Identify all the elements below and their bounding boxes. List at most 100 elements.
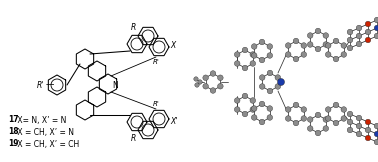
Text: R: R <box>130 23 136 32</box>
Text: X= N, X’ = N: X= N, X’ = N <box>15 116 67 125</box>
Circle shape <box>333 102 339 108</box>
Circle shape <box>365 21 371 27</box>
Circle shape <box>307 42 313 47</box>
Circle shape <box>315 28 321 34</box>
Circle shape <box>341 52 347 57</box>
Circle shape <box>242 65 248 71</box>
Text: R': R' <box>37 81 44 89</box>
Circle shape <box>285 116 291 121</box>
Circle shape <box>218 83 223 89</box>
Circle shape <box>365 135 371 141</box>
Circle shape <box>250 107 256 112</box>
Circle shape <box>195 83 199 87</box>
Circle shape <box>374 25 378 31</box>
Circle shape <box>356 33 362 39</box>
Circle shape <box>374 17 378 23</box>
Circle shape <box>315 112 321 118</box>
Circle shape <box>356 115 362 121</box>
Circle shape <box>250 98 256 103</box>
Circle shape <box>242 47 248 53</box>
Circle shape <box>356 123 362 129</box>
Circle shape <box>347 119 353 125</box>
Circle shape <box>365 37 371 43</box>
Circle shape <box>194 77 198 81</box>
Circle shape <box>347 127 353 133</box>
Circle shape <box>275 75 280 80</box>
Circle shape <box>251 106 257 111</box>
Circle shape <box>275 84 280 89</box>
Circle shape <box>347 45 353 51</box>
Circle shape <box>293 120 299 126</box>
Circle shape <box>234 107 240 112</box>
Circle shape <box>293 56 299 62</box>
Circle shape <box>267 88 273 94</box>
Circle shape <box>259 101 265 107</box>
Circle shape <box>267 115 273 120</box>
Circle shape <box>323 117 328 122</box>
Text: X: X <box>170 40 175 50</box>
Circle shape <box>259 75 265 80</box>
Circle shape <box>301 52 307 57</box>
Circle shape <box>203 83 208 89</box>
Circle shape <box>347 37 353 43</box>
Circle shape <box>365 29 371 35</box>
Text: R': R' <box>153 59 160 65</box>
Circle shape <box>301 116 307 121</box>
Circle shape <box>234 52 240 57</box>
Text: X': X' <box>170 116 177 126</box>
Circle shape <box>293 38 299 44</box>
Circle shape <box>267 44 273 49</box>
Circle shape <box>267 106 273 111</box>
Text: 19: 19 <box>8 139 19 149</box>
Circle shape <box>325 52 331 57</box>
Circle shape <box>325 107 331 112</box>
Circle shape <box>323 33 328 38</box>
Circle shape <box>251 44 257 49</box>
Circle shape <box>234 61 240 66</box>
Circle shape <box>210 88 216 93</box>
Circle shape <box>347 29 353 35</box>
Circle shape <box>301 107 307 112</box>
Circle shape <box>285 107 291 112</box>
Text: X = CH, X’ = CH: X = CH, X’ = CH <box>15 139 79 149</box>
Text: 17: 17 <box>8 116 19 125</box>
Circle shape <box>374 33 378 39</box>
Circle shape <box>307 33 313 38</box>
Circle shape <box>341 43 347 48</box>
Text: 18: 18 <box>8 127 19 137</box>
Circle shape <box>242 111 248 117</box>
Circle shape <box>323 42 328 47</box>
Circle shape <box>315 46 321 52</box>
Circle shape <box>356 41 362 47</box>
Circle shape <box>250 52 256 57</box>
Circle shape <box>251 115 257 120</box>
Circle shape <box>323 126 328 131</box>
Circle shape <box>341 107 347 112</box>
Circle shape <box>251 53 257 58</box>
Circle shape <box>341 116 347 121</box>
Circle shape <box>198 80 202 84</box>
Circle shape <box>259 39 265 45</box>
Circle shape <box>218 75 223 81</box>
Circle shape <box>210 71 216 76</box>
Circle shape <box>356 25 362 31</box>
Circle shape <box>267 53 273 58</box>
Text: N: N <box>112 81 118 91</box>
Circle shape <box>356 131 362 137</box>
Text: X = CH, X’ = N: X = CH, X’ = N <box>15 127 74 137</box>
Text: —: — <box>45 81 54 89</box>
Circle shape <box>333 38 339 44</box>
Circle shape <box>277 79 285 86</box>
Circle shape <box>325 43 331 48</box>
Circle shape <box>333 120 339 126</box>
Text: R: R <box>130 134 136 143</box>
Circle shape <box>285 43 291 48</box>
Circle shape <box>374 123 378 129</box>
Circle shape <box>259 84 265 89</box>
Circle shape <box>365 119 371 125</box>
Circle shape <box>234 98 240 103</box>
Circle shape <box>333 56 339 62</box>
Circle shape <box>250 61 256 66</box>
Circle shape <box>315 130 321 136</box>
Circle shape <box>301 43 307 48</box>
